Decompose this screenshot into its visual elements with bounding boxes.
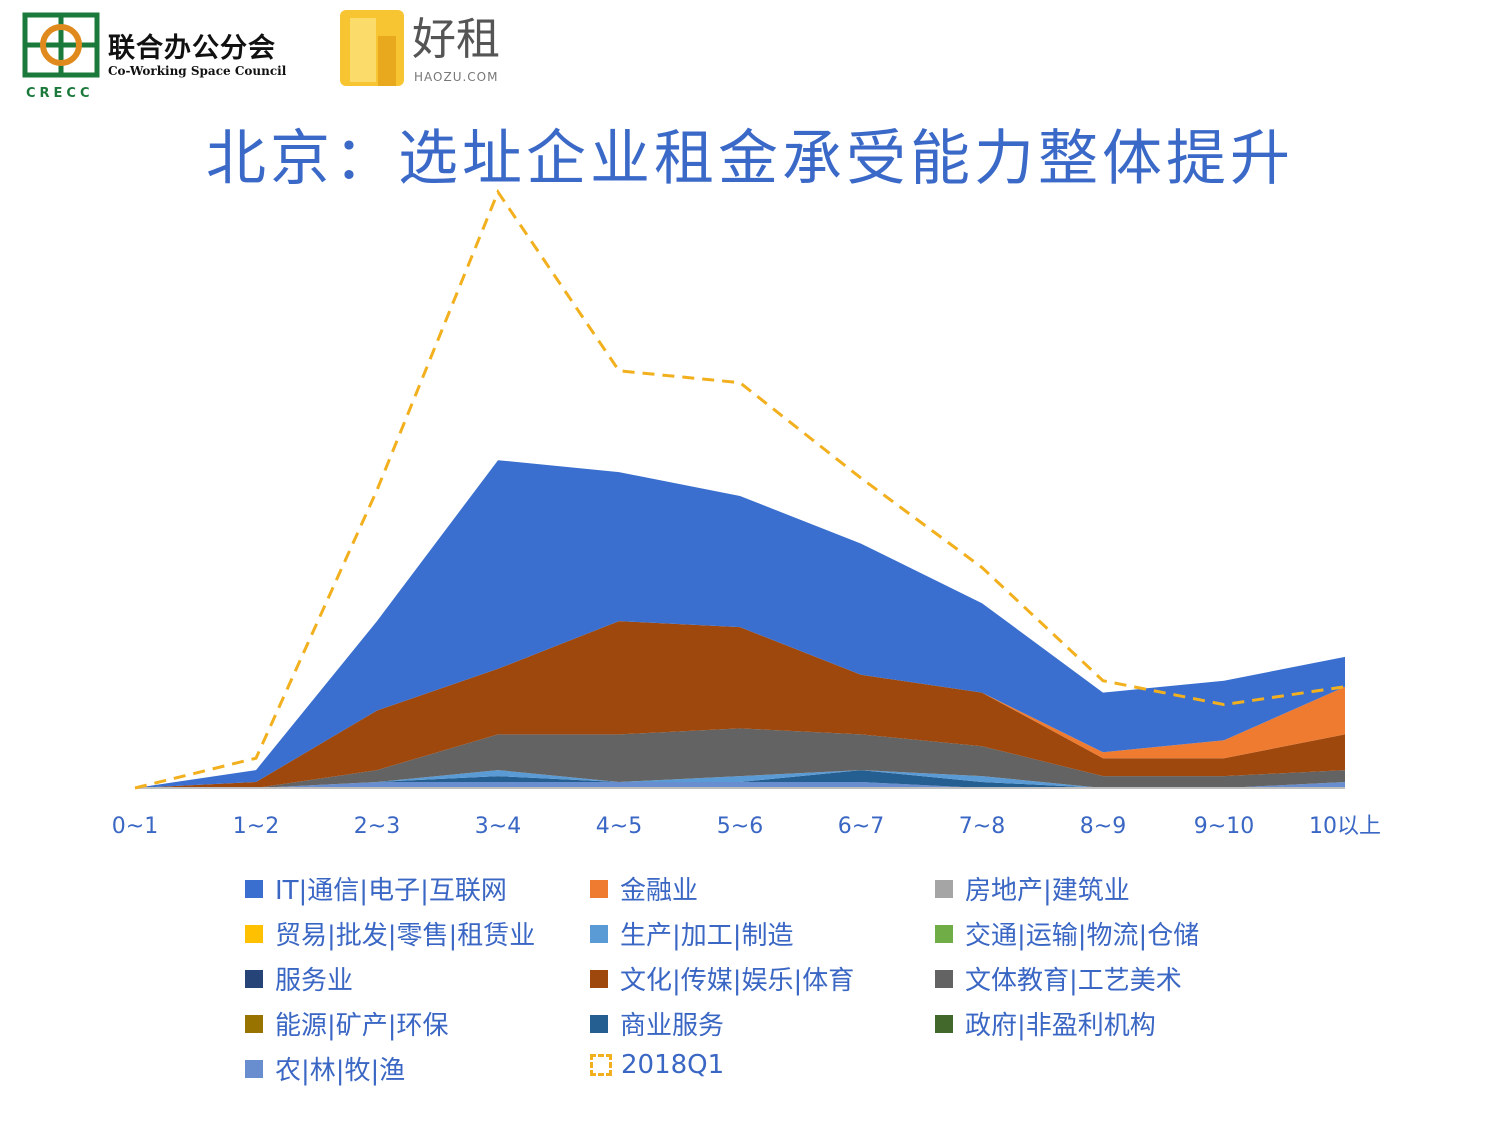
page-title: 北京：选址企业租金承受能力整体提升	[206, 124, 1294, 194]
x-tick-label: 5~6	[717, 814, 763, 839]
area-chart: 0~1 1~2 2~3 3~4 4~5 5~6 6~7 7~8 8~9 9~10 10以上	[112, 188, 1381, 839]
legend-item: 2018Q1	[590, 1050, 724, 1080]
legend-label: 文化|传媒|娱乐|体育	[620, 966, 855, 996]
chart-areas	[135, 460, 1345, 788]
legend-swatch	[590, 879, 608, 898]
legend-item: 能源|矿产|环保	[245, 1005, 449, 1042]
area-series	[135, 728, 1345, 788]
legend-swatch	[935, 879, 953, 898]
legend-item: 文化|传媒|娱乐|体育	[590, 960, 854, 997]
x-tick-label: 4~5	[596, 814, 642, 839]
legend-label: 文体教育|工艺美术	[965, 966, 1182, 996]
crecc-logo: 联合办公分会 Co-Working Space Council CRECC	[22, 12, 312, 101]
legend-swatch	[245, 1014, 263, 1033]
legend-label: IT|通信|电子|互联网	[275, 876, 507, 906]
x-tick-label: 0~1	[112, 814, 158, 839]
x-tick-label: 8~9	[1080, 814, 1126, 839]
legend-label: 交通|运输|物流|仓储	[965, 921, 1200, 951]
legend-swatch	[245, 879, 263, 898]
x-tick-label: 9~10	[1194, 814, 1254, 839]
legend-label: 生产|加工|制造	[620, 921, 794, 951]
x-tick-label: 10以上	[1309, 814, 1381, 839]
legend-swatch	[935, 1014, 953, 1033]
crecc-org-name-en: Co-Working Space Council	[108, 64, 287, 78]
legend-label: 房地产|建筑业	[965, 876, 1130, 906]
x-tick-label: 3~4	[475, 814, 521, 839]
legend-item: 文体教育|工艺美术	[935, 960, 1182, 997]
area-series	[135, 770, 1345, 788]
legend-swatch	[590, 1054, 612, 1076]
haozu-domain: HAOZU.COM	[414, 70, 499, 84]
crecc-org-name: 联合办公分会	[108, 33, 276, 64]
legend-swatch	[935, 924, 953, 943]
legend-swatch	[245, 969, 263, 988]
legend-swatch	[935, 969, 953, 988]
legend-label: 农|林|牧|渔	[275, 1056, 406, 1086]
area-series	[135, 782, 1345, 788]
legend-label: 商业服务	[620, 1011, 725, 1041]
haozu-logo: 好租 HAOZU.COM	[340, 10, 520, 90]
haozu-building-icon	[340, 10, 404, 86]
legend-label: 金融业	[620, 876, 699, 906]
chart-overlay	[134, 188, 1346, 790]
legend-swatch	[245, 924, 263, 943]
legend-item: 政府|非盈利机构	[935, 1005, 1156, 1042]
legend-swatch	[590, 924, 608, 943]
x-tick-label: 1~2	[233, 814, 279, 839]
x-axis-ticks: 0~1 1~2 2~3 3~4 4~5 5~6 6~7 7~8 8~9 9~10 10以上	[112, 814, 1381, 839]
legend-item: 商业服务	[590, 1005, 724, 1042]
legend-swatch	[245, 1059, 263, 1078]
crecc-emblem-icon	[22, 12, 100, 78]
legend-item: 贸易|批发|零售|租赁业	[245, 915, 535, 952]
area-series	[135, 460, 1345, 788]
legend-item: 农|林|牧|渔	[245, 1050, 405, 1087]
legend-label: 2018Q1	[621, 1050, 725, 1080]
legend-label: 贸易|批发|零售|租赁业	[275, 921, 536, 951]
area-series	[135, 621, 1345, 788]
legend-item: 生产|加工|制造	[590, 915, 794, 952]
legend-item: 交通|运输|物流|仓储	[935, 915, 1199, 952]
overlay-line-2018q1	[134, 188, 1346, 790]
x-tick-label: 2~3	[354, 814, 400, 839]
legend-swatch	[590, 969, 608, 988]
chart-legend: IT|通信|电子|互联网 金融业 房地产|建筑业贸易|批发|零售|租赁业 生产|加工|…	[245, 870, 1345, 1100]
legend-item: 服务业	[245, 960, 353, 997]
x-tick-label: 6~7	[838, 814, 884, 839]
crecc-abbr: CRECC	[26, 86, 94, 101]
legend-label: 能源|矿产|环保	[275, 1011, 449, 1041]
legend-item: IT|通信|电子|互联网	[245, 870, 507, 907]
legend-swatch	[590, 1014, 608, 1033]
legend-item: 金融业	[590, 870, 698, 907]
haozu-name: 好租	[412, 14, 500, 65]
legend-item: 房地产|建筑业	[935, 870, 1130, 907]
legend-label: 政府|非盈利机构	[965, 1011, 1156, 1041]
x-tick-label: 7~8	[959, 814, 1005, 839]
legend-label: 服务业	[275, 966, 354, 996]
